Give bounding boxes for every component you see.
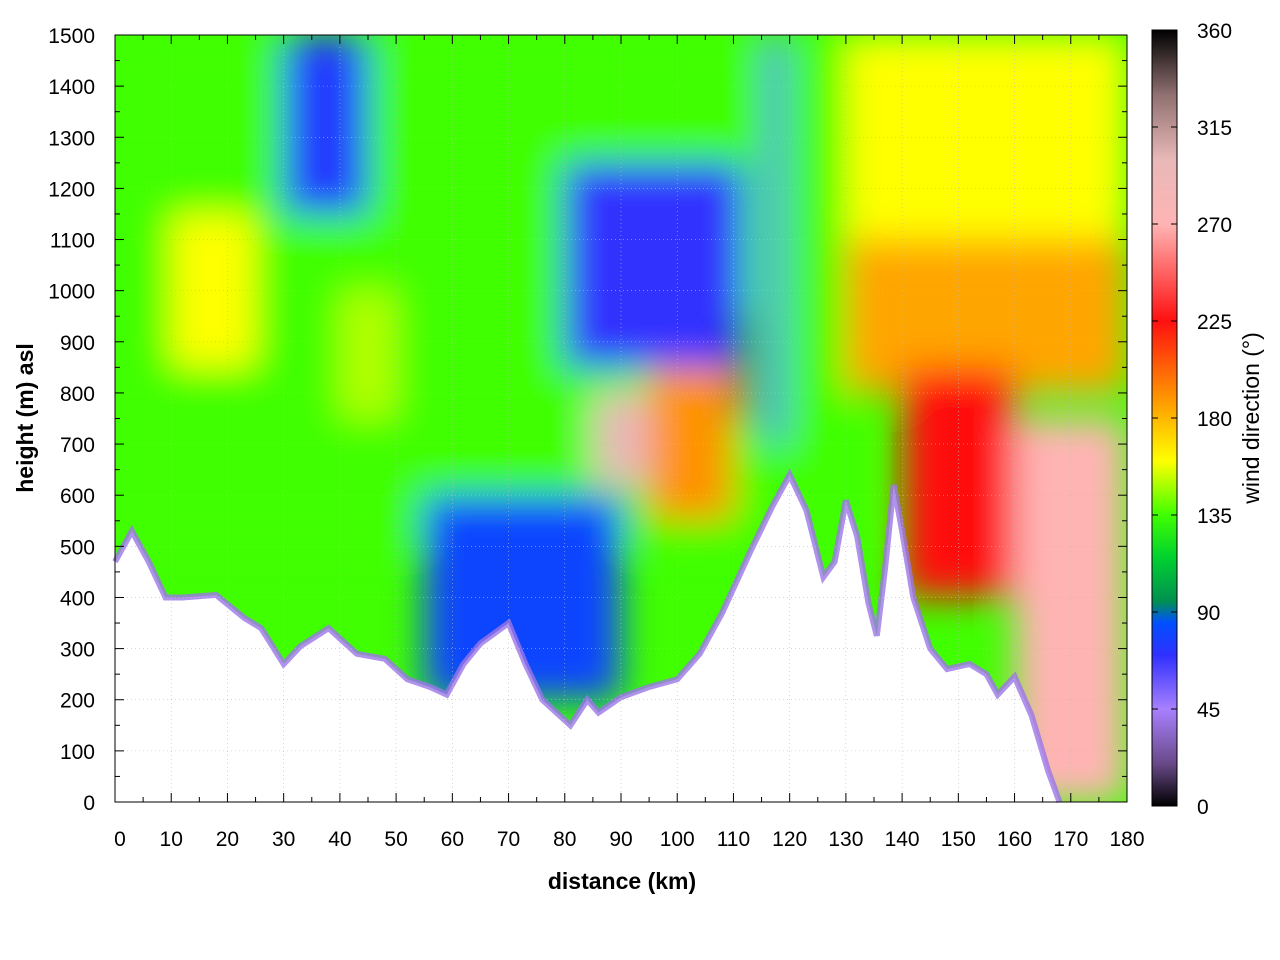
x-tick-label-16: 160 [997,828,1032,851]
y-tick-label-10: 1000 [48,281,95,304]
colorbar-tick-label-1: 45 [1197,699,1220,722]
heatmap-region-4 [564,162,745,368]
y-tick-label-14: 1400 [48,76,95,99]
axes: 0 10 20 30 40 50 60 70 80 90 100 110 120 130 140 150 160… [48,25,1144,851]
colorbar-tick-label-4: 180 [1197,408,1232,431]
colorbar-tick-label-8: 360 [1197,20,1232,43]
x-tick-label-2: 20 [216,828,239,851]
colorbar-tick-label-2: 90 [1197,602,1220,625]
heatmap-field [115,35,1127,802]
y-tick-label-4: 400 [60,587,95,610]
x-tick-label-14: 140 [885,828,920,851]
x-tick-label-5: 50 [384,828,407,851]
heatmap-region-9 [733,316,751,419]
y-tick-label-2: 200 [60,690,95,713]
x-tick-label-3: 30 [272,828,295,851]
x-tick-label-17: 170 [1053,828,1088,851]
y-tick-label-6: 600 [60,485,95,508]
y-tick-label-0: 0 [83,792,95,815]
y-tick-label-8: 800 [60,383,95,406]
y-tick-label-1: 100 [60,741,95,764]
x-tick-label-12: 120 [772,828,807,851]
x-tick-label-15: 150 [941,828,976,851]
x-tick-label-0: 0 [114,828,126,851]
x-tick-label-8: 80 [553,828,576,851]
y-tick-label-11: 1100 [50,230,95,253]
colorbar-tick-label-0: 0 [1197,796,1209,819]
x-tick-label-13: 130 [828,828,863,851]
y-tick-label-5: 500 [60,536,95,559]
y-tick-label-15: 1500 [48,25,95,48]
y-axis-title: height (m) asl [12,343,38,493]
heatmap-region-2 [339,290,397,419]
y-tick-label-7: 700 [60,434,95,457]
x-tick-label-7: 70 [497,828,520,851]
y-tick-label-3: 300 [60,639,95,662]
y-tick-label-12: 1200 [48,178,95,201]
x-tick-label-6: 60 [441,828,464,851]
heatmap-region-1 [171,213,256,368]
heatmap-region-13 [1014,418,1127,802]
plot-area [112,35,1127,804]
x-tick-label-4: 40 [328,828,351,851]
y-tick-label-9: 900 [60,332,95,355]
colorbar-tick-label-3: 135 [1197,505,1232,528]
y-tick-label-13: 1300 [48,127,95,150]
colorbar: 0 45 90 135 180 225 270 315 360 [1151,20,1232,819]
x-tick-label-11: 110 [717,828,750,851]
x-tick-label-10: 100 [660,828,695,851]
x-axis-title: distance (km) [548,868,696,894]
heatmap-region-12 [902,367,1015,598]
x-tick-label-18: 180 [1109,828,1144,851]
terrain-edge [112,468,1063,804]
colorbar-title: wind direction (°) [1238,332,1264,505]
colorbar-tick-label-7: 315 [1197,117,1232,140]
x-tick-label-9: 90 [609,828,632,851]
x-tick-label-1: 10 [160,828,183,851]
heatmap-region-10 [845,35,1127,240]
heatmap-region-3 [283,35,368,214]
colorbar-tick-label-6: 270 [1197,214,1232,237]
colorbar-tick-label-5: 225 [1197,311,1232,334]
heatmap-regions [115,35,1127,802]
